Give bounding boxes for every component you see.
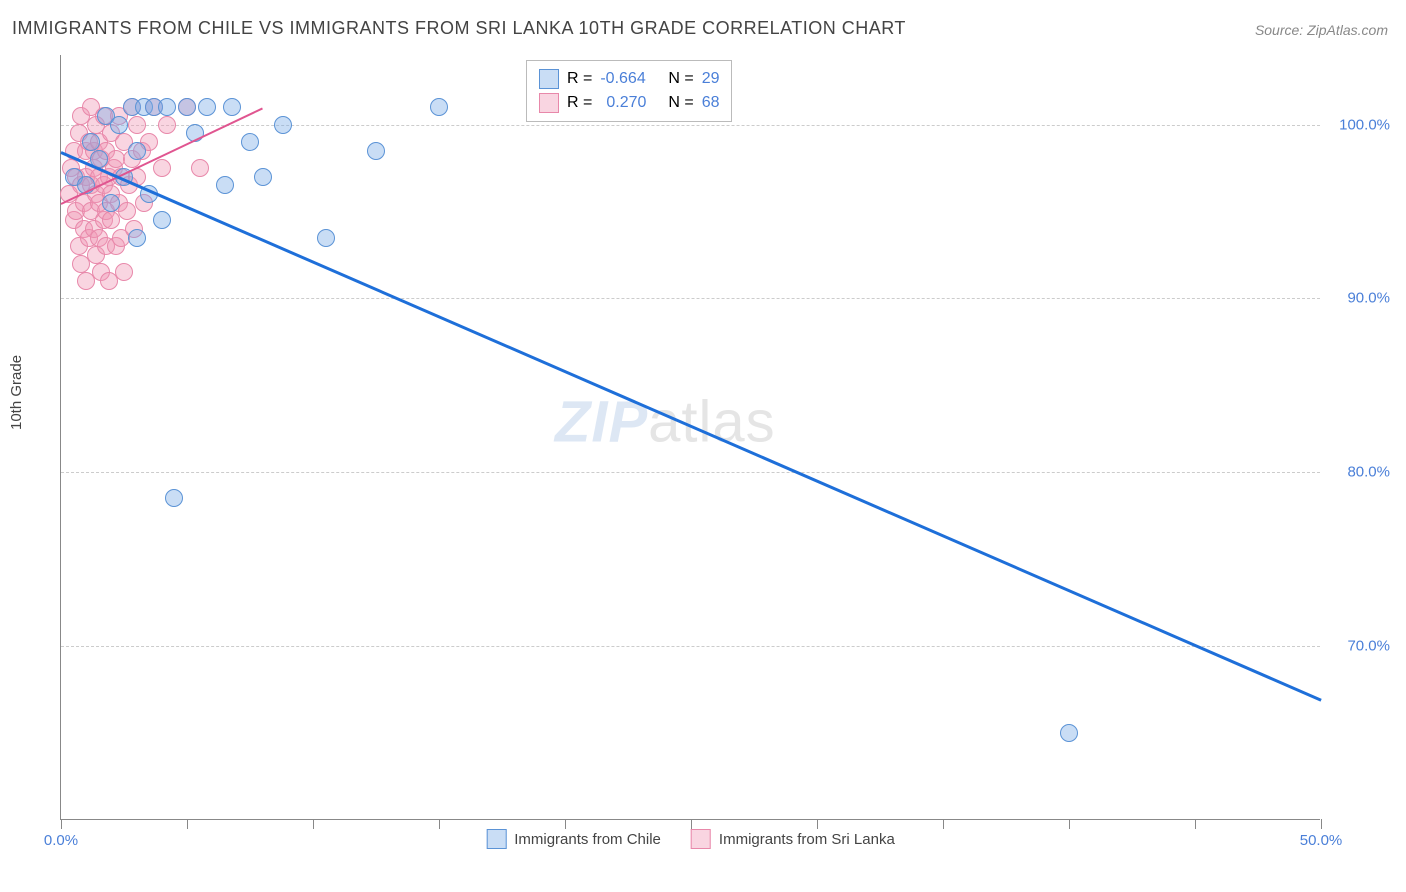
data-point [241,133,259,151]
n-value-srilanka: 68 [702,91,720,115]
data-point [153,159,171,177]
ytick-label: 80.0% [1330,464,1390,481]
trend-line [60,151,1321,701]
data-point [216,176,234,194]
xtick-label: 0.0% [44,832,78,849]
swatch-chile-icon [486,829,506,849]
swatch-chile [539,69,559,89]
watermark-thin: atlas [648,389,776,454]
chart-title: IMMIGRANTS FROM CHILE VS IMMIGRANTS FROM… [12,18,906,39]
data-point [110,116,128,134]
data-point [118,202,136,220]
data-point [178,98,196,116]
data-point [430,98,448,116]
grid-h [61,646,1320,647]
data-point [115,263,133,281]
xtick [313,819,314,829]
data-point [223,98,241,116]
data-point [153,211,171,229]
xtick [1069,819,1070,829]
xtick [691,819,692,829]
n-label: N = [668,67,693,91]
xtick [565,819,566,829]
data-point [198,98,216,116]
data-point [165,489,183,507]
data-point [128,229,146,247]
grid-h [61,298,1320,299]
swatch-srilanka [539,93,559,113]
xtick [817,819,818,829]
data-point [82,133,100,151]
xtick [1195,819,1196,829]
swatch-srilanka-icon [691,829,711,849]
series-legend: Immigrants from Chile Immigrants from Sr… [486,829,895,849]
r-label: R = [567,67,592,91]
r-value-chile: -0.664 [600,67,660,91]
data-point [274,116,292,134]
ytick-label: 70.0% [1330,638,1390,655]
data-point [254,168,272,186]
xtick [1321,819,1322,829]
stats-legend: R = -0.664 N = 29 R = 0.270 N = 68 [526,60,732,122]
legend-item-srilanka: Immigrants from Sri Lanka [691,829,895,849]
source-attribution: Source: ZipAtlas.com [1255,22,1388,38]
watermark-bold: ZIP [555,389,648,454]
legend-item-chile: Immigrants from Chile [486,829,661,849]
ytick-label: 90.0% [1330,290,1390,307]
watermark: ZIPatlas [555,388,776,455]
data-point [1060,724,1078,742]
y-axis-label: 10th Grade [8,355,25,430]
stats-row-chile: R = -0.664 N = 29 [539,67,719,91]
legend-label-chile: Immigrants from Chile [514,831,661,848]
r-value-srilanka: 0.270 [600,91,660,115]
xtick [61,819,62,829]
xtick [187,819,188,829]
data-point [191,159,209,177]
xtick-label: 50.0% [1300,832,1343,849]
stats-row-srilanka: R = 0.270 N = 68 [539,91,719,115]
ytick-label: 100.0% [1330,116,1390,133]
n-value-chile: 29 [702,67,720,91]
plot-area: ZIPatlas R = -0.664 N = 29 R = 0.270 N =… [60,55,1320,820]
data-point [128,116,146,134]
data-point [158,116,176,134]
r-label: R = [567,91,592,115]
grid-h [61,472,1320,473]
data-point [317,229,335,247]
grid-h [61,125,1320,126]
data-point [367,142,385,160]
xtick [943,819,944,829]
data-point [102,194,120,212]
n-label: N = [668,91,693,115]
data-point [158,98,176,116]
xtick [439,819,440,829]
data-point [128,142,146,160]
legend-label-srilanka: Immigrants from Sri Lanka [719,831,895,848]
